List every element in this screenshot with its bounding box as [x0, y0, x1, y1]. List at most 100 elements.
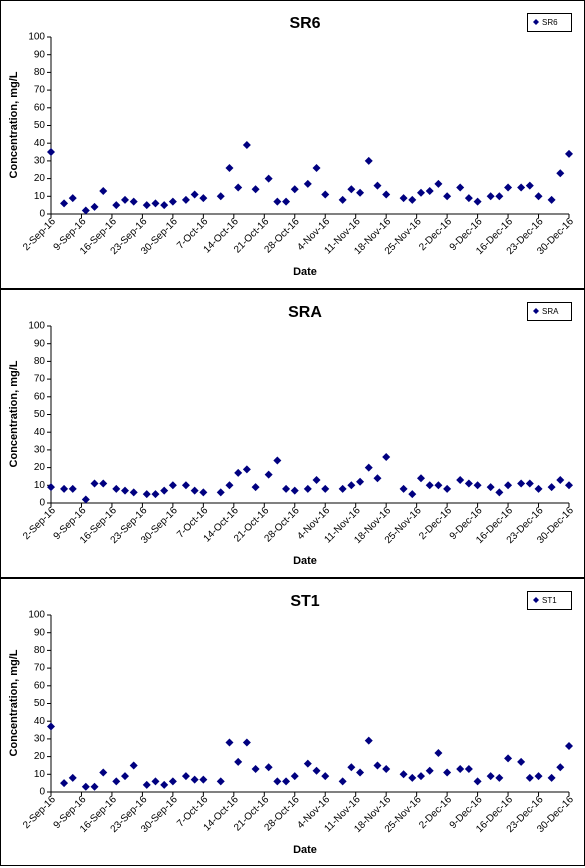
data-point: [525, 479, 534, 488]
data-point: [303, 759, 312, 768]
data-point: [486, 192, 495, 201]
data-point: [68, 484, 77, 493]
data-point: [408, 490, 417, 499]
data-point: [112, 201, 121, 210]
y-tick-label: 20: [34, 462, 46, 473]
y-tick-label: 70: [34, 663, 46, 674]
data-point: [356, 477, 365, 486]
data-point: [565, 149, 573, 158]
data-point: [312, 766, 321, 775]
data-point: [199, 775, 208, 784]
data-point: [534, 484, 543, 493]
data-point: [373, 474, 382, 483]
data-point: [81, 495, 90, 504]
data-point: [347, 763, 356, 772]
data-point: [525, 773, 534, 782]
data-point: [443, 484, 452, 493]
data-point: [121, 195, 129, 204]
y-tick-label: 10: [34, 769, 46, 780]
data-point: [251, 185, 260, 194]
data-point: [290, 185, 299, 194]
data-point: [547, 195, 556, 204]
data-point: [417, 474, 425, 483]
data-point: [264, 470, 273, 479]
y-tick-label: 30: [34, 734, 46, 745]
data-point: [399, 484, 408, 493]
y-tick-label: 0: [39, 498, 45, 509]
data-point: [168, 481, 177, 490]
data-point: [464, 194, 473, 203]
chart-title: SR6: [289, 15, 320, 32]
data-point: [408, 773, 417, 782]
y-tick-label: 30: [34, 445, 46, 456]
data-point: [129, 488, 138, 497]
data-point: [486, 772, 495, 781]
data-point: [373, 181, 382, 190]
data-point: [121, 486, 129, 495]
data-point: [399, 194, 408, 203]
data-point: [417, 188, 425, 197]
data-point: [556, 475, 565, 484]
data-point: [456, 183, 465, 192]
data-point: [312, 163, 321, 172]
data-point: [473, 197, 482, 206]
y-tick-label: 90: [34, 49, 46, 60]
data-point: [181, 481, 190, 490]
y-tick-label: 20: [34, 751, 46, 762]
data-point: [190, 775, 199, 784]
data-point: [321, 484, 330, 493]
data-point: [190, 486, 199, 495]
data-point: [99, 479, 108, 488]
data-point: [216, 488, 225, 497]
data-point: [181, 772, 190, 781]
data-point: [464, 764, 473, 773]
legend-marker: [533, 308, 539, 314]
data-point: [425, 481, 434, 490]
chart-title: SRA: [288, 304, 322, 321]
data-point: [399, 770, 408, 779]
x-axis-label: Date: [293, 844, 317, 856]
data-point: [517, 183, 526, 192]
data-point: [547, 773, 556, 782]
data-point: [417, 772, 425, 781]
legend-marker: [533, 597, 539, 603]
data-point: [68, 194, 77, 203]
data-point: [556, 169, 565, 178]
y-tick-label: 40: [34, 138, 46, 149]
data-point: [264, 763, 273, 772]
data-point: [473, 777, 482, 786]
data-point: [282, 484, 291, 493]
data-point: [90, 202, 99, 211]
data-point: [151, 490, 160, 499]
y-tick-label: 50: [34, 120, 46, 131]
legend-label: SRA: [542, 307, 559, 316]
data-point: [565, 741, 573, 750]
data-point: [242, 738, 251, 747]
data-point: [534, 192, 543, 201]
data-point: [168, 777, 177, 786]
data-point: [356, 768, 365, 777]
data-point: [60, 779, 69, 788]
data-point: [47, 722, 55, 731]
data-point: [425, 186, 434, 195]
data-point: [534, 772, 543, 781]
y-tick-label: 50: [34, 698, 46, 709]
data-point: [408, 195, 417, 204]
y-tick-label: 30: [34, 156, 46, 167]
data-point: [486, 483, 495, 492]
legend-label: SR6: [542, 18, 558, 27]
data-point: [338, 484, 347, 493]
data-point: [273, 197, 282, 206]
data-point: [121, 772, 129, 781]
x-axis-label: Date: [293, 266, 317, 278]
y-tick-label: 10: [34, 480, 46, 491]
legend-label: ST1: [542, 596, 557, 605]
data-point: [225, 481, 234, 490]
y-tick-label: 80: [34, 67, 46, 78]
data-point: [112, 484, 121, 493]
data-point: [347, 185, 356, 194]
y-axis-label: Concentration, mg/L: [8, 71, 20, 178]
data-point: [495, 773, 504, 782]
data-point: [347, 481, 356, 490]
y-tick-label: 90: [34, 338, 46, 349]
